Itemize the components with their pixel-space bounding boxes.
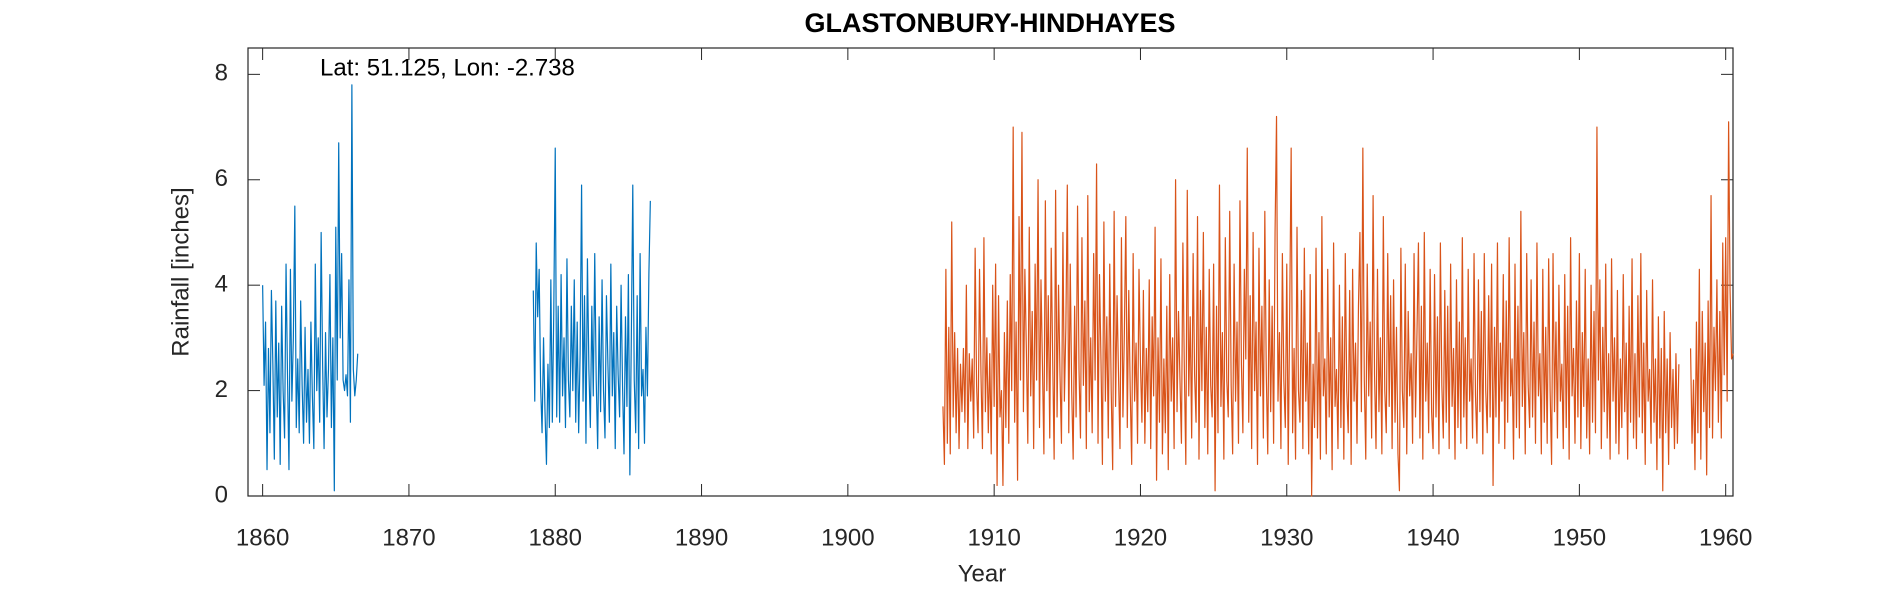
- y-tick-label: 2: [215, 376, 228, 403]
- x-tick-label: 1870: [382, 524, 435, 551]
- y-tick-label: 6: [215, 165, 228, 192]
- x-tick-label: 1910: [967, 524, 1020, 551]
- series-line: [532, 147, 651, 476]
- x-tick-label: 1960: [1699, 524, 1752, 551]
- y-tick-label: 0: [215, 481, 228, 508]
- y-tick-label: 8: [215, 60, 228, 87]
- x-tick-label: 1920: [1114, 524, 1167, 551]
- y-tick-label: 4: [215, 271, 228, 298]
- chart-title: GLASTONBURY-HINDHAYES: [804, 8, 1175, 38]
- x-tick-label: 1880: [529, 524, 582, 551]
- x-tick-label: 1940: [1406, 524, 1459, 551]
- y-axis-label: Rainfall [inches]: [167, 187, 194, 356]
- series-line: [262, 84, 359, 492]
- x-tick-label: 1890: [675, 524, 728, 551]
- x-tick-label: 1900: [821, 524, 874, 551]
- x-tick-label: 1860: [236, 524, 289, 551]
- series-line: [942, 115, 1734, 497]
- annotation: Lat: 51.125, Lon: -2.738: [320, 54, 575, 81]
- x-tick-label: 1930: [1260, 524, 1313, 551]
- axes-box: [247, 47, 1734, 497]
- x-tick-label: 1950: [1553, 524, 1606, 551]
- x-axis-label: Year: [958, 560, 1007, 587]
